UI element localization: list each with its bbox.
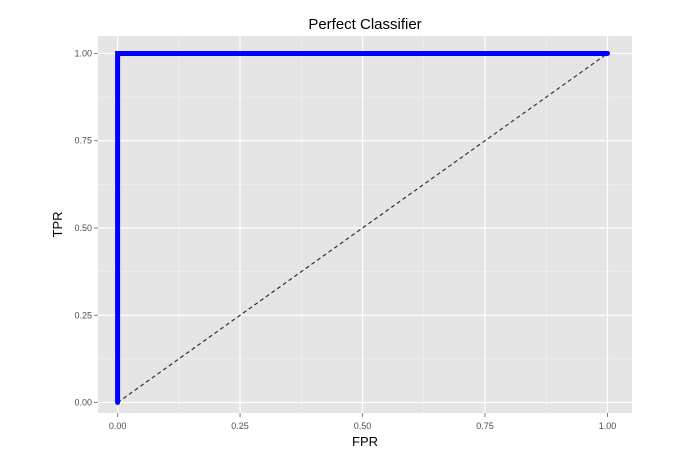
chart-title: Perfect Classifier: [308, 16, 421, 33]
y-tick-label: 0.25: [74, 310, 92, 320]
roc-curve-line: [115, 50, 611, 406]
plot-panel: [98, 36, 632, 413]
y-tick-label: 1.00: [74, 48, 92, 58]
y-axis: 0.00 0.25 0.50 0.75 1.00: [74, 48, 98, 408]
minor-grid: [98, 36, 632, 413]
series-layer: [115, 50, 611, 406]
y-tick-label: 0.75: [74, 136, 92, 146]
y-tick-label: 0.50: [74, 223, 92, 233]
x-axis: 0.00 0.25 0.50 0.75 1.00: [109, 413, 616, 431]
x-axis-title: FPR: [352, 434, 378, 449]
diagonal-reference-line: [117, 52, 608, 404]
x-tick-label: 0.50: [354, 421, 372, 431]
y-tick-label: 0.00: [74, 398, 92, 408]
x-tick-label: 0.75: [476, 421, 494, 431]
x-tick-label: 1.00: [599, 421, 617, 431]
y-axis-title: TPR: [50, 212, 65, 238]
x-tick-label: 0.00: [109, 421, 127, 431]
x-tick-label: 0.25: [231, 421, 249, 431]
